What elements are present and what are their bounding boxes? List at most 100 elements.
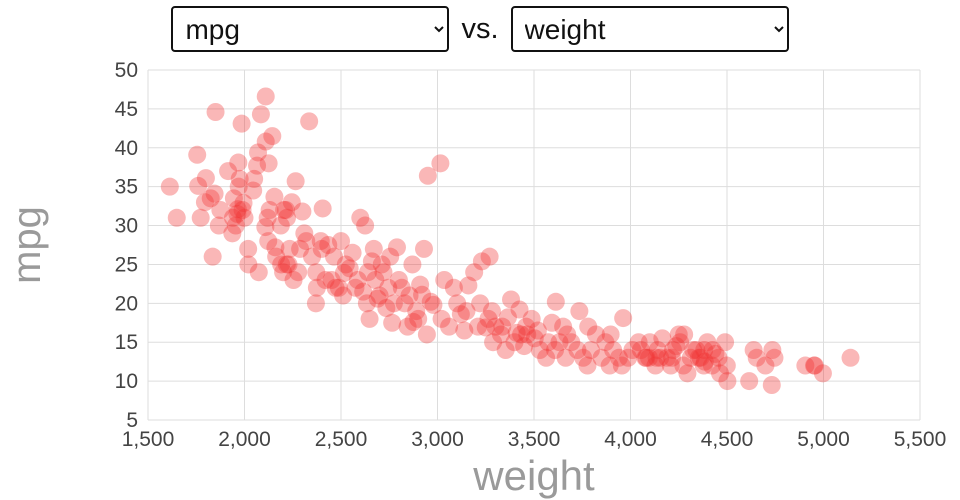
data-point — [387, 238, 406, 257]
data-point — [271, 216, 290, 235]
data-point — [351, 208, 370, 227]
data-point — [256, 87, 275, 106]
data-point — [716, 333, 735, 352]
data-point — [374, 263, 393, 282]
data-point — [647, 348, 666, 367]
data-point — [248, 156, 267, 175]
y-tick-label: 20 — [115, 292, 138, 315]
data-point — [502, 290, 521, 309]
data-point — [381, 247, 400, 266]
data-point — [457, 302, 476, 321]
x-tick-label: 4,000 — [604, 428, 657, 451]
data-point — [364, 239, 383, 258]
data-point — [663, 341, 682, 359]
data-point — [515, 337, 534, 356]
data-point — [277, 208, 296, 227]
data-point — [747, 348, 766, 367]
data-point — [695, 341, 714, 359]
data-point — [498, 308, 517, 327]
data-point — [411, 275, 430, 294]
data-point — [480, 247, 499, 266]
data-point — [259, 232, 278, 251]
data-point — [230, 169, 249, 188]
data-point — [601, 325, 620, 344]
data-point — [431, 154, 450, 173]
data-point — [465, 263, 484, 282]
data-point — [307, 278, 326, 297]
data-point — [568, 341, 587, 359]
data-point — [703, 341, 722, 359]
data-point — [370, 286, 389, 305]
data-point — [235, 208, 254, 227]
data-point — [329, 278, 348, 297]
data-point — [203, 247, 222, 266]
data-point — [574, 348, 593, 367]
data-point — [233, 201, 252, 219]
data-point — [256, 218, 275, 237]
data-point — [432, 309, 451, 328]
data-point — [372, 255, 391, 274]
data-point — [398, 317, 417, 336]
data-point — [592, 348, 611, 367]
data-point — [517, 317, 536, 336]
data-point — [392, 278, 411, 297]
data-point — [384, 294, 403, 313]
data-point — [651, 348, 670, 367]
data-point — [274, 263, 293, 282]
data-point — [312, 239, 331, 258]
data-point — [675, 325, 694, 344]
y-tick-label: 5 — [126, 409, 138, 432]
data-point — [417, 325, 436, 344]
data-point — [201, 189, 220, 208]
data-point — [448, 294, 467, 313]
data-point — [360, 309, 379, 328]
data-point — [711, 364, 730, 383]
y-tick-label: 10 — [115, 370, 138, 393]
data-point — [689, 348, 708, 367]
data-point — [813, 364, 832, 383]
data-point — [702, 356, 721, 375]
data-point — [479, 309, 498, 328]
data-point — [223, 224, 242, 243]
data-point — [354, 282, 373, 301]
data-point — [266, 238, 285, 257]
data-point — [336, 255, 355, 274]
data-point — [234, 194, 253, 212]
data-point — [687, 341, 706, 359]
data-point — [249, 263, 268, 282]
data-point — [219, 162, 238, 181]
data-point — [259, 154, 278, 173]
data-point — [291, 239, 310, 258]
data-point — [542, 313, 561, 332]
y-tick-label: 35 — [115, 176, 138, 199]
data-point — [232, 114, 251, 133]
data-point — [276, 201, 295, 219]
data-point — [763, 341, 782, 359]
data-point — [383, 313, 402, 332]
data-point — [640, 333, 659, 352]
data-point — [191, 208, 210, 227]
data-point — [326, 278, 345, 297]
data-point — [332, 232, 350, 251]
data-point — [267, 247, 286, 266]
data-point — [658, 348, 677, 367]
data-point — [662, 348, 681, 367]
x-tick-label: 1,500 — [122, 428, 175, 451]
data-point — [578, 356, 597, 375]
data-point — [196, 169, 215, 188]
chart-area: 1,500 2,000 2,500 3,000 3,500 4,000 4,500 5,000… — [0, 52, 960, 500]
data-point — [740, 372, 759, 391]
data-point — [505, 333, 524, 352]
data-point — [289, 263, 308, 282]
data-point — [195, 193, 214, 212]
data-point — [805, 356, 824, 375]
data-point — [209, 216, 228, 235]
data-point — [684, 341, 703, 359]
data-point — [286, 172, 305, 191]
y-axis-select[interactable]: mpg — [171, 6, 450, 52]
data-point — [409, 309, 428, 328]
data-point — [279, 255, 298, 274]
data-point — [491, 325, 510, 344]
x-axis-select[interactable]: weight — [510, 6, 789, 52]
